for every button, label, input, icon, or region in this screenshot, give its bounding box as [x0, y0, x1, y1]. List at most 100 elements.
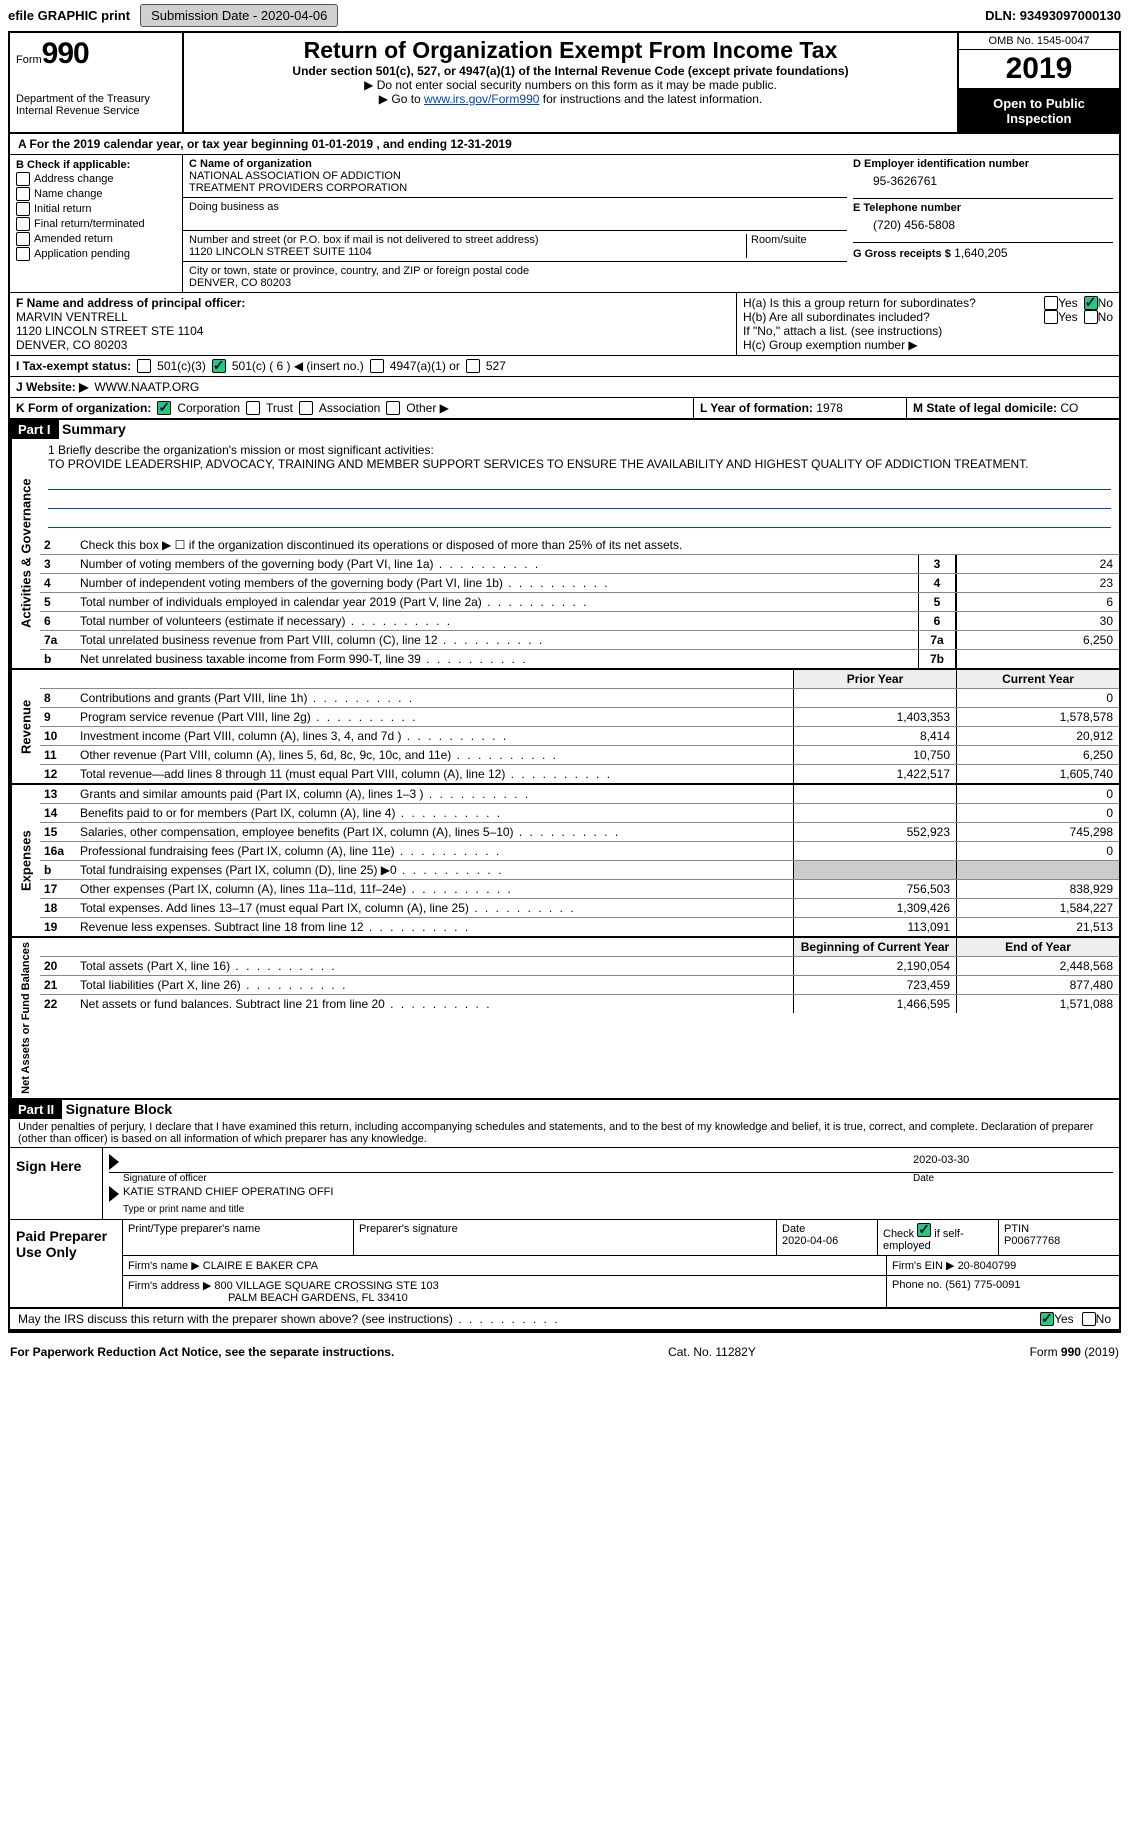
irs-label: Internal Revenue Service: [16, 105, 176, 117]
data-line: 15Salaries, other compensation, employee…: [40, 823, 1119, 842]
gross-receipts: 1,640,205: [954, 246, 1007, 260]
data-line: 10Investment income (Part VIII, column (…: [40, 727, 1119, 746]
gov-line: 4Number of independent voting members of…: [40, 574, 1119, 593]
mission-block: 1 Briefly describe the organization's mi…: [40, 439, 1119, 536]
data-line: 20Total assets (Part X, line 16)2,190,05…: [40, 957, 1119, 976]
col-b: B Check if applicable: Address change Na…: [10, 155, 183, 292]
section-net-assets: Net Assets or Fund Balances Beginning of…: [10, 938, 1119, 1100]
org-city: DENVER, CO 80203: [189, 277, 291, 289]
gov-line: 5Total number of individuals employed in…: [40, 593, 1119, 612]
ck-pending[interactable]: [16, 247, 30, 261]
mission-text: TO PROVIDE LEADERSHIP, ADVOCACY, TRAININ…: [48, 457, 1111, 471]
col-deg: D Employer identification number 95-3626…: [847, 155, 1119, 292]
header-center: Return of Organization Exempt From Incom…: [184, 33, 957, 132]
dln-label: DLN: 93493097000130: [985, 8, 1121, 23]
form-subtitle: Under section 501(c), 527, or 4947(a)(1)…: [192, 64, 949, 78]
gov-line: 6Total number of volunteers (estimate if…: [40, 612, 1119, 631]
gov-line: 7aTotal unrelated business revenue from …: [40, 631, 1119, 650]
data-line: bTotal fundraising expenses (Part IX, co…: [40, 861, 1119, 880]
vlabel-governance: Activities & Governance: [10, 439, 40, 668]
section-fh: F Name and address of principal officer:…: [10, 293, 1119, 356]
ein-value: 95-3626761: [853, 170, 1113, 198]
firm-ein: 20-8040799: [958, 1260, 1017, 1272]
ck-hb-no[interactable]: [1084, 310, 1098, 324]
dept-label: Department of the Treasury: [16, 93, 176, 105]
data-line: 16aProfessional fundraising fees (Part I…: [40, 842, 1119, 861]
ck-amended[interactable]: [16, 232, 30, 246]
page-footer: For Paperwork Reduction Act Notice, see …: [0, 1341, 1129, 1363]
ck-initial-return[interactable]: [16, 202, 30, 216]
submission-date-button[interactable]: Submission Date - 2020-04-06: [140, 4, 338, 27]
data-line: 8Contributions and grants (Part VIII, li…: [40, 689, 1119, 708]
open-inspection: Open to Public Inspection: [959, 90, 1119, 132]
row-k: K Form of organization: Corporation Trus…: [10, 398, 693, 418]
ck-501c[interactable]: [212, 359, 226, 373]
part-2-header: Part II Signature Block: [10, 1100, 1119, 1119]
form-header: Form990 Department of the Treasury Inter…: [10, 33, 1119, 134]
vlabel-revenue: Revenue: [10, 670, 40, 783]
officer-signed-name: KATIE STRAND CHIEF OPERATING OFFI: [123, 1186, 333, 1202]
triangle-icon: [109, 1186, 119, 1202]
phone-value: (720) 456-5808: [853, 214, 1113, 242]
note-link: ▶ Go to www.irs.gov/Form990 for instruct…: [192, 92, 949, 106]
signature-declaration: Under penalties of perjury, I declare th…: [10, 1119, 1119, 1148]
data-line: 12Total revenue—add lines 8 through 11 (…: [40, 765, 1119, 783]
org-name-1: NATIONAL ASSOCIATION OF ADDICTION: [189, 170, 401, 182]
ck-address-change[interactable]: [16, 172, 30, 186]
ck-name-change[interactable]: [16, 187, 30, 201]
ck-501c3[interactable]: [137, 359, 151, 373]
note-ssn: ▶ Do not enter social security numbers o…: [192, 78, 949, 92]
triangle-icon: [109, 1154, 119, 1170]
org-address: 1120 LINCOLN STREET SUITE 1104: [189, 246, 372, 258]
form-title: Return of Organization Exempt From Incom…: [192, 37, 949, 64]
data-line: 14Benefits paid to or for members (Part …: [40, 804, 1119, 823]
firm-name: CLAIRE E BAKER CPA: [203, 1260, 318, 1272]
section-expenses: Expenses 13Grants and similar amounts pa…: [10, 785, 1119, 938]
part-1-header: Part I Summary: [10, 420, 1119, 439]
section-revenue: Revenue Prior YearCurrent Year 8Contribu…: [10, 670, 1119, 785]
org-name-2: TREATMENT PROVIDERS CORPORATION: [189, 182, 407, 194]
ck-hb-yes[interactable]: [1044, 310, 1058, 324]
ck-527[interactable]: [466, 359, 480, 373]
data-line: 17Other expenses (Part IX, column (A), l…: [40, 880, 1119, 899]
ck-ha-yes[interactable]: [1044, 296, 1058, 310]
data-line: 19Revenue less expenses. Subtract line 1…: [40, 918, 1119, 936]
header-right: OMB No. 1545-0047 2019 Open to Public In…: [957, 33, 1119, 132]
vlabel-net: Net Assets or Fund Balances: [10, 938, 40, 1098]
col-c: C Name of organization NATIONAL ASSOCIAT…: [183, 155, 847, 292]
col-h: H(a) Is this a group return for subordin…: [737, 293, 1119, 355]
officer-name: MARVIN VENTRELL: [16, 310, 730, 324]
header-left: Form990 Department of the Treasury Inter…: [10, 33, 184, 132]
ck-self-employed[interactable]: [917, 1223, 931, 1237]
gov-line: 3Number of voting members of the governi…: [40, 555, 1119, 574]
discuss-question: May the IRS discuss this return with the…: [18, 1312, 560, 1326]
row-i: I Tax-exempt status: 501(c)(3) 501(c) ( …: [10, 356, 1119, 377]
state-domicile: CO: [1060, 401, 1078, 415]
data-line: 18Total expenses. Add lines 13–17 (must …: [40, 899, 1119, 918]
ck-corp[interactable]: [157, 401, 171, 415]
ck-other[interactable]: [386, 401, 400, 415]
data-line: 22Net assets or fund balances. Subtract …: [40, 995, 1119, 1013]
col-f: F Name and address of principal officer:…: [10, 293, 737, 355]
efile-label: efile GRAPHIC print: [8, 8, 130, 23]
ck-discuss-yes[interactable]: [1040, 1312, 1054, 1326]
section-governance: Activities & Governance 1 Briefly descri…: [10, 439, 1119, 670]
ck-trust[interactable]: [246, 401, 260, 415]
data-line: 9Program service revenue (Part VIII, lin…: [40, 708, 1119, 727]
ck-discuss-no[interactable]: [1082, 1312, 1096, 1326]
gov-line: bNet unrelated business taxable income f…: [40, 650, 1119, 668]
year-formation: 1978: [816, 401, 843, 415]
ck-4947[interactable]: [370, 359, 384, 373]
irs-link[interactable]: www.irs.gov/Form990: [424, 92, 539, 106]
top-toolbar: efile GRAPHIC print Submission Date - 20…: [0, 0, 1129, 31]
vlabel-expenses: Expenses: [10, 785, 40, 936]
ck-final-return[interactable]: [16, 217, 30, 231]
data-line: 21Total liabilities (Part X, line 26)723…: [40, 976, 1119, 995]
section-bcd: B Check if applicable: Address change Na…: [10, 155, 1119, 293]
sign-date: 2020-03-30: [913, 1154, 1113, 1170]
firm-phone: (561) 775-0091: [945, 1279, 1020, 1291]
sign-here-block: Sign Here 2020-03-30 Signature of office…: [10, 1148, 1119, 1220]
paid-preparer-block: Paid Preparer Use Only Print/Type prepar…: [10, 1220, 1119, 1309]
ck-ha-no[interactable]: [1084, 296, 1098, 310]
ck-assoc[interactable]: [299, 401, 313, 415]
